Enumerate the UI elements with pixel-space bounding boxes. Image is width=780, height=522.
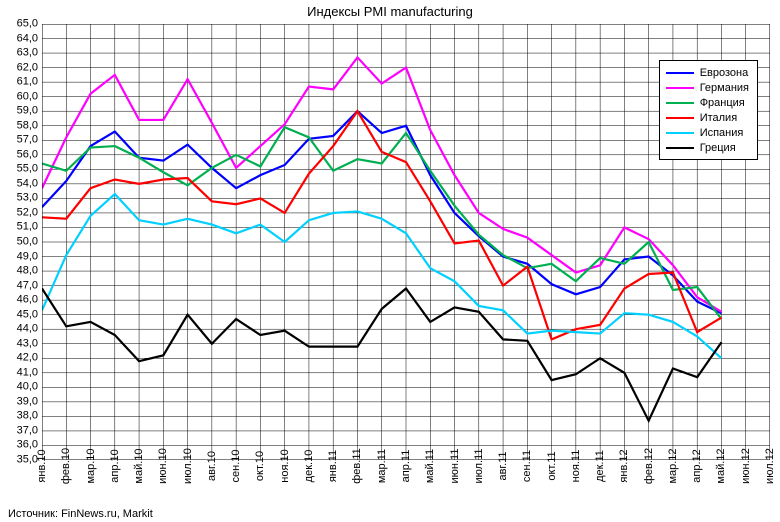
- y-tick-label: 39,0: [0, 396, 38, 407]
- x-tick-label: мар.12: [667, 448, 679, 483]
- x-tick-label: янв.11: [327, 450, 339, 482]
- x-tick-label: янв.10: [36, 449, 48, 482]
- legend-item: Италия: [666, 110, 749, 125]
- x-tick-label: авг.11: [497, 451, 509, 480]
- chart-container: Индексы PMI manufacturing 35,0 36,0 37,0 38…: [0, 0, 780, 522]
- x-tick-label: июл.11: [473, 448, 485, 483]
- x-tick-label: апр.10: [109, 449, 121, 482]
- source-note: Источник: FinNews.ru, Markit: [8, 508, 153, 520]
- y-tick-label: 37,0: [0, 425, 38, 436]
- legend-swatch: [666, 132, 694, 134]
- x-tick-label: июн.12: [740, 448, 752, 484]
- y-tick-label: 41,0: [0, 367, 38, 378]
- legend-label: Италия: [700, 112, 737, 124]
- x-tick-label: дек.11: [594, 450, 606, 482]
- y-tick-label: 48,0: [0, 266, 38, 277]
- x-tick-label: ноя.10: [279, 449, 291, 482]
- x-tick-label: окт.10: [254, 451, 266, 481]
- legend-swatch: [666, 102, 694, 104]
- x-tick-label: апр.12: [691, 449, 703, 482]
- y-tick-label: 54,0: [0, 178, 38, 189]
- y-tick-label: 59,0: [0, 106, 38, 117]
- legend-item: Франция: [666, 95, 749, 110]
- y-tick-label: 40,0: [0, 382, 38, 393]
- y-tick-label: 53,0: [0, 193, 38, 204]
- legend-label: Германия: [700, 82, 749, 94]
- legend-item: Еврозона: [666, 65, 749, 80]
- y-tick-label: 61,0: [0, 77, 38, 88]
- y-tick-label: 46,0: [0, 295, 38, 306]
- y-tick-label: 51,0: [0, 222, 38, 233]
- legend-item: Германия: [666, 80, 749, 95]
- x-tick-label: сен.10: [230, 450, 242, 483]
- x-tick-label: июл.10: [182, 448, 194, 484]
- x-tick-label: июн.10: [157, 448, 169, 484]
- y-tick-label: 36,0: [0, 440, 38, 451]
- x-tick-label: янв.12: [618, 449, 630, 482]
- y-tick-label: 43,0: [0, 338, 38, 349]
- x-tick-label: окт.11: [546, 451, 558, 480]
- x-tick-label: дек.10: [303, 450, 315, 483]
- legend-label: Еврозона: [700, 67, 749, 79]
- y-tick-label: 60,0: [0, 91, 38, 102]
- y-tick-label: 42,0: [0, 353, 38, 364]
- legend-label: Греция: [700, 142, 736, 154]
- y-tick-label: 56,0: [0, 149, 38, 160]
- y-tick-label: 57,0: [0, 135, 38, 146]
- y-tick-label: 38,0: [0, 411, 38, 422]
- x-tick-label: авг.10: [206, 451, 218, 481]
- x-tick-label: апр.11: [400, 450, 412, 483]
- legend-label: Франция: [700, 97, 745, 109]
- legend-swatch: [666, 87, 694, 89]
- x-tick-label: май.11: [424, 449, 436, 483]
- legend-item: Испания: [666, 125, 749, 140]
- x-tick-label: июн.11: [449, 449, 461, 484]
- chart-title: Индексы PMI manufacturing: [0, 4, 780, 19]
- y-tick-label: 62,0: [0, 62, 38, 73]
- legend-swatch: [666, 72, 694, 74]
- y-tick-label: 58,0: [0, 120, 38, 131]
- x-tick-label: июл.12: [764, 448, 776, 484]
- y-tick-label: 49,0: [0, 251, 38, 262]
- y-tick-label: 45,0: [0, 309, 38, 320]
- legend-swatch: [666, 117, 694, 119]
- legend-swatch: [666, 147, 694, 149]
- plot-area: Еврозона Германия Франция Италия Испания Грец…: [42, 24, 770, 460]
- x-tick-label: мар.10: [85, 448, 97, 483]
- x-tick-label: мар.11: [376, 449, 388, 483]
- y-tick-label: 64,0: [0, 33, 38, 44]
- x-tick-label: сен.11: [521, 450, 533, 482]
- x-tick-label: ноя.11: [570, 450, 582, 483]
- legend-label: Испания: [700, 127, 744, 139]
- y-tick-label: 47,0: [0, 280, 38, 291]
- x-tick-label: май.10: [133, 448, 145, 483]
- y-tick-label: 35,0: [0, 455, 38, 466]
- y-tick-label: 52,0: [0, 207, 38, 218]
- legend: Еврозона Германия Франция Италия Испания Грец…: [659, 60, 758, 160]
- y-tick-label: 44,0: [0, 324, 38, 335]
- x-tick-label: фев.12: [643, 448, 655, 484]
- x-tick-label: фев.11: [351, 448, 363, 484]
- y-tick-label: 50,0: [0, 237, 38, 248]
- y-tick-label: 65,0: [0, 19, 38, 30]
- y-tick-label: 55,0: [0, 164, 38, 175]
- x-tick-label: май.12: [715, 448, 727, 483]
- legend-item: Греция: [666, 140, 749, 155]
- x-tick-label: фев.10: [60, 448, 72, 484]
- y-tick-label: 63,0: [0, 48, 38, 59]
